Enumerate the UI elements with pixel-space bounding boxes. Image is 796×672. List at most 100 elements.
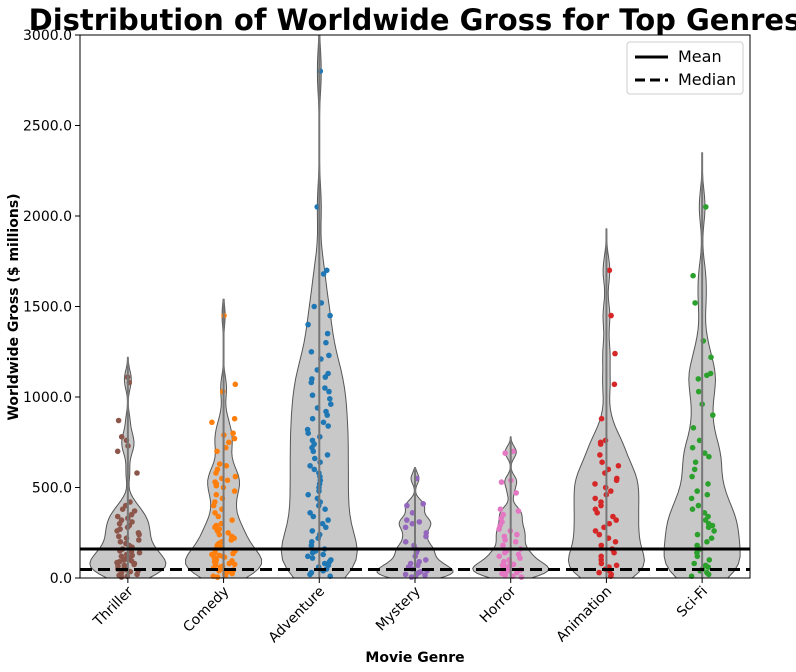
data-point [305,321,311,328]
data-point [136,531,142,538]
data-point [216,552,223,559]
data-point [613,477,620,484]
data-point [690,425,697,431]
data-point [692,300,698,306]
data-point [409,520,416,527]
data-point [598,560,605,567]
data-point [601,524,607,531]
data-point [613,517,619,523]
data-point [216,531,223,538]
data-point [510,561,517,568]
plot-area [79,34,751,580]
data-point [308,569,315,576]
data-point [689,506,696,512]
data-point [710,412,716,418]
data-point [319,520,326,527]
data-point [136,549,143,556]
data-point [708,354,714,361]
data-point [416,519,423,525]
data-point [212,510,218,516]
x-tick-label: Sci-Fi [674,584,711,621]
data-point [326,352,332,359]
data-point [402,524,409,531]
data-point [310,513,317,520]
data-point [513,490,519,496]
data-point [705,481,711,487]
data-point [497,506,504,512]
data-point [114,528,120,534]
data-point [422,572,428,579]
data-point [209,419,215,426]
data-point [310,448,317,455]
data-point [596,569,602,576]
data-point [210,502,217,509]
data-point [327,396,333,402]
data-point [705,524,712,531]
data-point [328,401,334,408]
y-tick-label: 0.0 [50,571,72,587]
data-point [706,453,712,460]
data-point [608,488,614,494]
y-tick-label: 500.0 [32,481,72,497]
data-point [689,473,695,480]
data-point [114,513,121,520]
data-point [214,574,221,580]
data-point [502,450,509,456]
data-point [309,415,316,422]
data-point [515,508,522,514]
data-point [325,423,332,429]
y-tick-label: 1500.0 [23,300,72,316]
legend-median-label: Median [678,70,736,89]
data-point [230,550,236,557]
data-point [703,204,709,210]
data-point [136,537,142,543]
x-tick-label: Horror [477,583,520,626]
data-point [311,466,318,473]
data-point [323,524,329,531]
data-point [696,437,703,444]
data-point [322,506,328,512]
data-point [320,271,327,277]
data-point [402,539,409,545]
y-tick-label: 3000.0 [23,28,72,44]
data-point [213,470,219,476]
data-point [691,466,698,473]
data-point [325,517,331,523]
data-point [688,495,695,502]
y-axis-label: Worldwide Gross ($ millions) [6,193,22,420]
data-point [322,385,328,391]
data-point [597,452,603,458]
data-point [694,553,701,560]
data-point [704,491,711,498]
data-point [324,452,331,458]
data-point [596,531,603,538]
data-point [702,562,709,569]
x-axis: Thriller Comedy Adventure Mystery Horror Anim… [90,578,711,646]
y-tick-label: 1000.0 [23,390,72,406]
data-point [502,537,508,543]
data-point [592,528,599,534]
data-point [225,530,231,536]
data-point [118,434,125,440]
data-point [597,441,604,447]
data-point [690,272,696,279]
data-point [692,459,699,466]
data-point [599,459,605,466]
x-tick-label: Animation [553,584,615,646]
data-point [694,542,700,549]
data-point [223,463,230,469]
data-point [308,349,315,355]
x-tick-label: Thriller [90,583,137,630]
data-point [612,350,618,357]
data-point [230,430,236,437]
data-point [517,555,523,561]
violin-whiskers [126,35,704,578]
data-point [514,531,520,538]
data-point [498,479,505,485]
data-point [326,388,332,395]
data-point [594,510,600,516]
data-point [324,412,331,418]
data-point [305,553,311,560]
data-point [496,553,503,560]
